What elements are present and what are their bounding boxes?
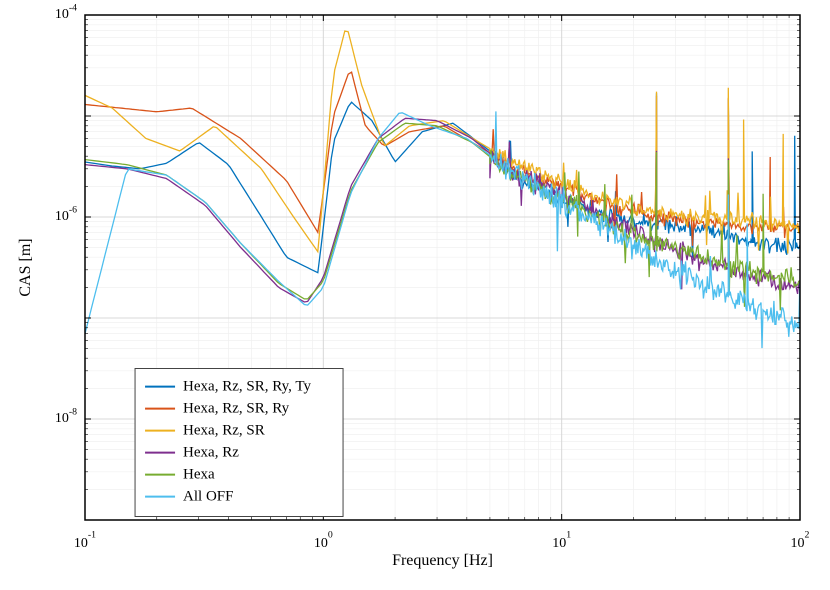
x-tick-label: 100 [314,530,333,551]
x-axis-label: Frequency [Hz] [392,552,493,569]
x-tick-label: 101 [552,530,571,551]
legend-label: Hexa, Rz, SR, Ry, Ty [183,379,311,395]
x-tick-label: 102 [791,530,810,551]
legend-label: Hexa, Rz [183,445,239,461]
x-tick-label: 10-1 [74,530,96,551]
legend-label: All OFF [183,489,233,505]
legend: Hexa, Rz, SR, Ry, Ty Hexa, Rz, SR, Ry Hexa… [135,369,343,517]
psd-chart: 10-1 100 101 102 10-8 10-6 10-4 Frequency [Hz] C… [0,0,830,590]
legend-label: Hexa, Rz, SR, Ry [183,401,290,417]
y-tick-label: 10-8 [55,407,77,426]
legend-label: Hexa [183,467,215,483]
y-tick-label: 10-4 [55,3,77,22]
y-axis-label: CAS [m] [17,238,34,296]
legend-label: Hexa, Rz, SR [183,423,265,439]
y-tick-label: 10-6 [55,205,77,224]
